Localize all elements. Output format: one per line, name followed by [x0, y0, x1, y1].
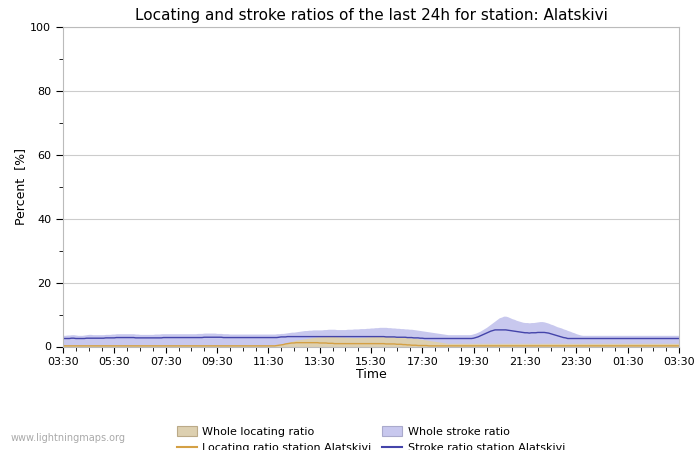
X-axis label: Time: Time [356, 368, 386, 381]
Y-axis label: Percent  [%]: Percent [%] [15, 148, 27, 225]
Legend: Whole locating ratio, Locating ratio station Alatskivi, Whole stroke ratio, Stro: Whole locating ratio, Locating ratio sta… [176, 426, 566, 450]
Title: Locating and stroke ratios of the last 24h for station: Alatskivi: Locating and stroke ratios of the last 2… [134, 8, 608, 23]
Text: www.lightningmaps.org: www.lightningmaps.org [10, 433, 125, 443]
